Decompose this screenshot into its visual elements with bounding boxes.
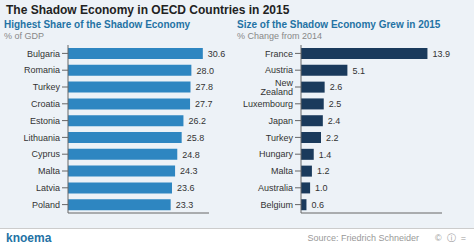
svg-text:France: France bbox=[265, 49, 293, 59]
html-text:knoema: knoema bbox=[6, 231, 52, 245]
svg-text:Australia: Australia bbox=[258, 183, 293, 193]
html-text:The Shadow Economy in OECD Cou: The Shadow Economy in OECD Countries in … bbox=[6, 3, 290, 17]
svg-text:30.6: 30.6 bbox=[208, 49, 226, 59]
svg-text:2.4: 2.4 bbox=[328, 116, 341, 126]
svg-text:1.4: 1.4 bbox=[319, 150, 332, 160]
svg-text:Poland: Poland bbox=[32, 200, 60, 210]
svg-text:23.3: 23.3 bbox=[176, 200, 194, 210]
svg-text:2.6: 2.6 bbox=[330, 82, 343, 92]
svg-text:2.5: 2.5 bbox=[329, 99, 342, 109]
svg-text:25.8: 25.8 bbox=[187, 133, 205, 143]
svg-text:Latvia: Latvia bbox=[36, 183, 60, 193]
svg-text:NewZealand: NewZealand bbox=[260, 78, 293, 97]
svg-text:Luxembourg: Luxembourg bbox=[243, 99, 293, 109]
svg-text:Hungary: Hungary bbox=[259, 149, 294, 159]
svg-text:Japan: Japan bbox=[268, 116, 293, 126]
svg-text:24.3: 24.3 bbox=[180, 166, 198, 176]
svg-text:Belgium: Belgium bbox=[260, 200, 293, 210]
svg-text:Bulgaria: Bulgaria bbox=[27, 49, 60, 59]
svg-text:Cyprus: Cyprus bbox=[31, 149, 60, 159]
svg-text:Turkey: Turkey bbox=[266, 133, 294, 143]
svg-text:Lithuania: Lithuania bbox=[23, 133, 60, 143]
svg-text:26.2: 26.2 bbox=[188, 116, 206, 126]
svg-text:Malta: Malta bbox=[38, 166, 60, 176]
html-text:Size of the Shadow Economy Gre: Size of the Shadow Economy Grew in 2015 bbox=[237, 19, 441, 30]
html-text:% Change from 2014: % Change from 2014 bbox=[237, 31, 323, 41]
svg-text:27.8: 27.8 bbox=[195, 82, 213, 92]
svg-text:Turkey: Turkey bbox=[33, 82, 61, 92]
svg-text:24.8: 24.8 bbox=[182, 150, 200, 160]
svg-text:Austria: Austria bbox=[265, 65, 293, 75]
html-text:Source: Friedrich Schneider: Source: Friedrich Schneider bbox=[307, 233, 420, 243]
svg-text:23.6: 23.6 bbox=[177, 183, 195, 193]
html-text:% of GDP: % of GDP bbox=[4, 31, 44, 41]
svg-text:0.6: 0.6 bbox=[311, 200, 324, 210]
svg-text:Estonia: Estonia bbox=[30, 116, 60, 126]
svg-text:13.9: 13.9 bbox=[432, 49, 450, 59]
svg-text:Romania: Romania bbox=[24, 65, 60, 75]
svg-text:Croatia: Croatia bbox=[31, 99, 60, 109]
svg-text:1.0: 1.0 bbox=[315, 183, 328, 193]
html-text:Highest Share of the Shadow Ec: Highest Share of the Shadow Economy bbox=[4, 19, 191, 30]
svg-text:28.0: 28.0 bbox=[196, 66, 214, 76]
svg-text:2.2: 2.2 bbox=[326, 133, 339, 143]
svg-text:Malta: Malta bbox=[271, 166, 293, 176]
svg-text:1.2: 1.2 bbox=[317, 166, 330, 176]
svg-text:5.1: 5.1 bbox=[352, 66, 365, 76]
svg-text:27.7: 27.7 bbox=[195, 99, 213, 109]
